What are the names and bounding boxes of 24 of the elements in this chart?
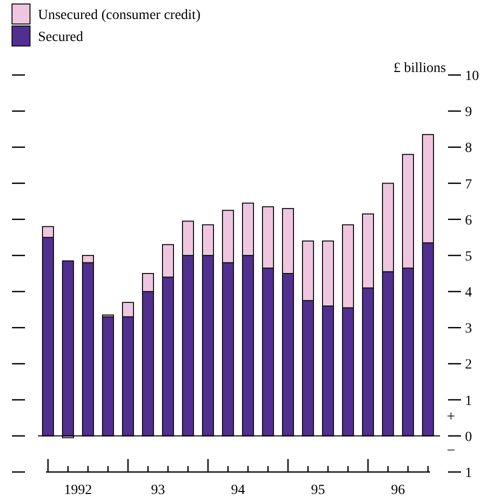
- x-tick-label: 96: [391, 483, 405, 498]
- text: −: [446, 442, 456, 459]
- y-tick-label: 0: [465, 430, 472, 445]
- bar: [102, 316, 114, 436]
- legend-label: Secured: [38, 30, 84, 45]
- y-tick-label: 4: [465, 286, 472, 301]
- y-tick-label: 8: [465, 141, 472, 156]
- y-tick-label: 1: [465, 466, 472, 481]
- legend-label: Unsecured (consumer credit): [38, 8, 201, 23]
- y-tick-label: 2: [465, 358, 472, 373]
- y-tick-label: 6: [465, 213, 472, 228]
- y-tick-label: 3: [465, 322, 472, 337]
- bar: [62, 260, 74, 436]
- x-tick-label: 1992: [64, 483, 92, 498]
- y-tick-label: 9: [465, 105, 472, 120]
- y-tick-label: 7: [465, 177, 472, 192]
- x-tick-label: 95: [311, 483, 325, 498]
- y-axis-title: £ billions: [393, 61, 446, 76]
- y-tick-label: 10: [465, 69, 479, 84]
- x-tick-label: 94: [231, 483, 245, 498]
- text: +: [446, 408, 456, 425]
- x-tick-label: 93: [151, 483, 165, 498]
- y-tick-label: 5: [465, 249, 472, 264]
- y-tick-label: 1: [465, 394, 472, 409]
